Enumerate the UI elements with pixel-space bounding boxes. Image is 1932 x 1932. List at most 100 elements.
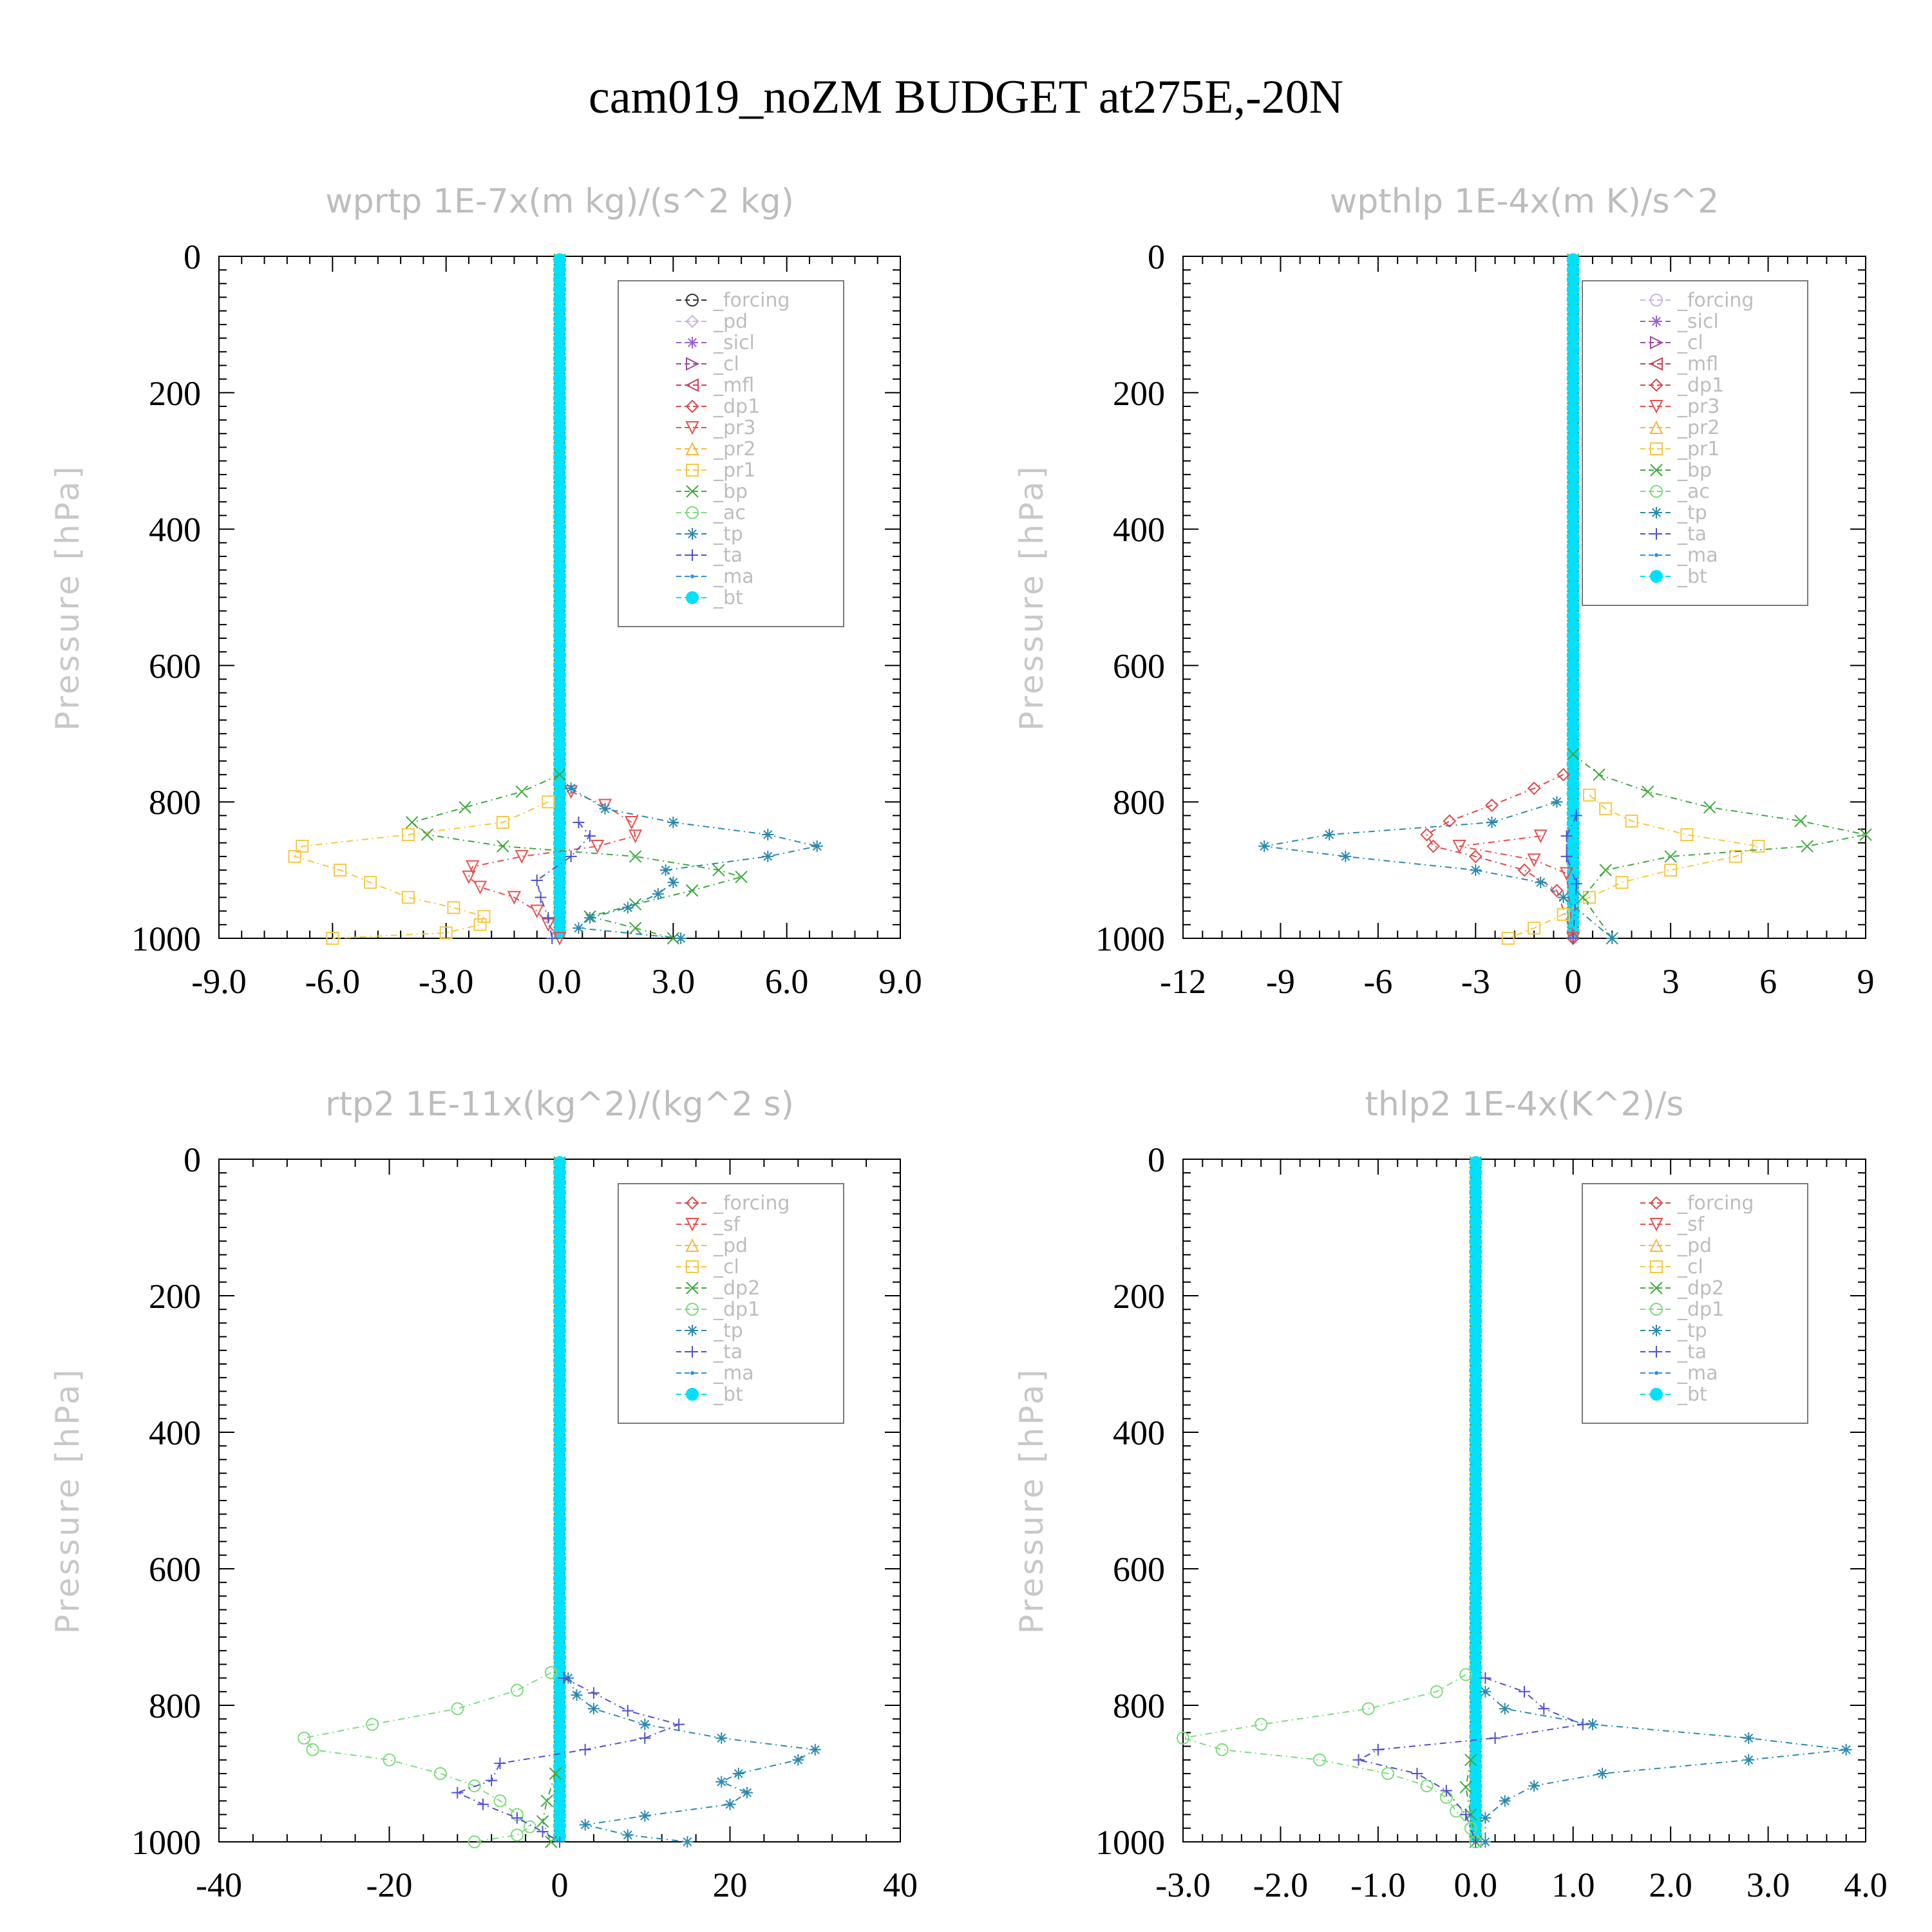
- legend-entry: _tp: [1677, 502, 1707, 524]
- series-point: [553, 639, 566, 652]
- legend-entry: _cl: [713, 1256, 739, 1278]
- series-point: [553, 1156, 566, 1170]
- series-point: [1743, 1732, 1755, 1744]
- series-point: [473, 918, 487, 931]
- series-point: [1469, 1225, 1482, 1238]
- series-point: [553, 1789, 566, 1803]
- series-point: [553, 1176, 566, 1189]
- legend-marker: [1649, 357, 1663, 371]
- legend-marker: [685, 314, 699, 328]
- figure-title: cam019_noZM BUDGET at275E,-20N: [589, 71, 1343, 124]
- series-point: [298, 1731, 311, 1745]
- series-point: [553, 1552, 566, 1566]
- series-point: [1566, 500, 1580, 514]
- series-line: [1465, 1759, 1477, 1842]
- legend-marker: [1654, 553, 1658, 557]
- legend-marker: [685, 378, 699, 392]
- y-tick-label: 400: [1113, 1414, 1165, 1452]
- series-point: [542, 795, 555, 809]
- series-point: [1566, 569, 1580, 583]
- series-point: [553, 658, 566, 672]
- legend-entry: _forcing: [713, 1192, 790, 1215]
- x-tick-label: -6: [1363, 962, 1392, 1001]
- series-point: [1606, 933, 1618, 944]
- series-point: [553, 460, 566, 474]
- series-point: [553, 1235, 566, 1249]
- series-point: [497, 840, 509, 853]
- series-point: [762, 829, 774, 841]
- series-point: [553, 381, 566, 395]
- series-point: [553, 1799, 566, 1813]
- legend-entry: _bt: [713, 1383, 743, 1406]
- series-point: [334, 864, 347, 877]
- legend-marker: [686, 1388, 699, 1401]
- series-point: [553, 1274, 566, 1288]
- series-point: [1469, 1482, 1482, 1496]
- series-point: [511, 1812, 523, 1824]
- series-point: [1566, 916, 1580, 929]
- series-point: [473, 880, 488, 895]
- series-point: [1560, 867, 1574, 881]
- legend-marker: [1650, 464, 1663, 477]
- series-point: [1566, 698, 1580, 712]
- zero-profile-stack: [553, 1156, 566, 1842]
- series-point: [1566, 619, 1580, 632]
- legend-entry: _dp1: [1677, 1298, 1724, 1321]
- series-point: [1469, 1166, 1482, 1179]
- series-group: [1352, 1672, 1589, 1848]
- series-point: [553, 905, 566, 919]
- series-point: [553, 1591, 566, 1605]
- series-point: [1566, 332, 1580, 346]
- series-point: [553, 569, 566, 583]
- y-tick-label: 800: [149, 783, 201, 822]
- legend-marker: [1654, 1371, 1658, 1375]
- x-tick-label: 1.0: [1551, 1866, 1595, 1904]
- y-tick-label: 0: [1148, 238, 1165, 276]
- series-point: [553, 1571, 566, 1585]
- series-point: [553, 698, 566, 712]
- series-point: [553, 411, 566, 424]
- legend-entry: _forcing: [1677, 289, 1754, 312]
- series-point: [741, 1786, 753, 1799]
- series-point: [451, 1786, 464, 1799]
- series-point: [1566, 352, 1580, 365]
- series-point: [629, 850, 642, 863]
- series-point: [553, 283, 566, 296]
- series-point: [571, 1689, 583, 1701]
- y-tick-label: 600: [1113, 1550, 1165, 1589]
- legend-entry: _forcing: [1677, 1192, 1754, 1215]
- series-point: [1566, 678, 1580, 692]
- legend-marker: [685, 1238, 699, 1252]
- y-axis-label: Pressure [hPa]: [1013, 464, 1050, 731]
- series-point: [553, 421, 566, 435]
- legend-marker: [1650, 1282, 1663, 1294]
- series-point: [1469, 1710, 1482, 1724]
- series-line: [303, 1672, 552, 1842]
- series-point: [553, 876, 566, 889]
- series-point: [553, 480, 566, 494]
- x-tick-label: 2.0: [1649, 1866, 1692, 1904]
- y-axis-label: Pressure [hPa]: [49, 1367, 86, 1634]
- series-point: [468, 1835, 481, 1848]
- x-tick-label: 0.0: [1454, 1866, 1498, 1904]
- legend-marker: [685, 1196, 699, 1210]
- series-point: [553, 1453, 566, 1466]
- series-point: [1582, 788, 1596, 802]
- legend-marker: [1651, 1346, 1662, 1358]
- y-tick-label: 1000: [1095, 1823, 1165, 1862]
- series-point: [1566, 520, 1580, 533]
- series-point: [1469, 1522, 1482, 1535]
- series-line: [567, 1678, 817, 1842]
- series-point: [553, 441, 566, 455]
- series-point: [553, 1354, 566, 1367]
- series-point: [553, 1512, 566, 1526]
- series-point: [1479, 1812, 1492, 1824]
- legend-marker: [1649, 1218, 1663, 1232]
- series-point: [1323, 829, 1336, 841]
- series-point: [1361, 1702, 1375, 1716]
- legend-entry: _ma: [713, 1362, 754, 1385]
- series-point: [553, 1621, 566, 1634]
- series-point: [1533, 829, 1548, 844]
- legend-entry: _cl: [1677, 1256, 1703, 1278]
- y-tick-label: 400: [149, 1414, 201, 1452]
